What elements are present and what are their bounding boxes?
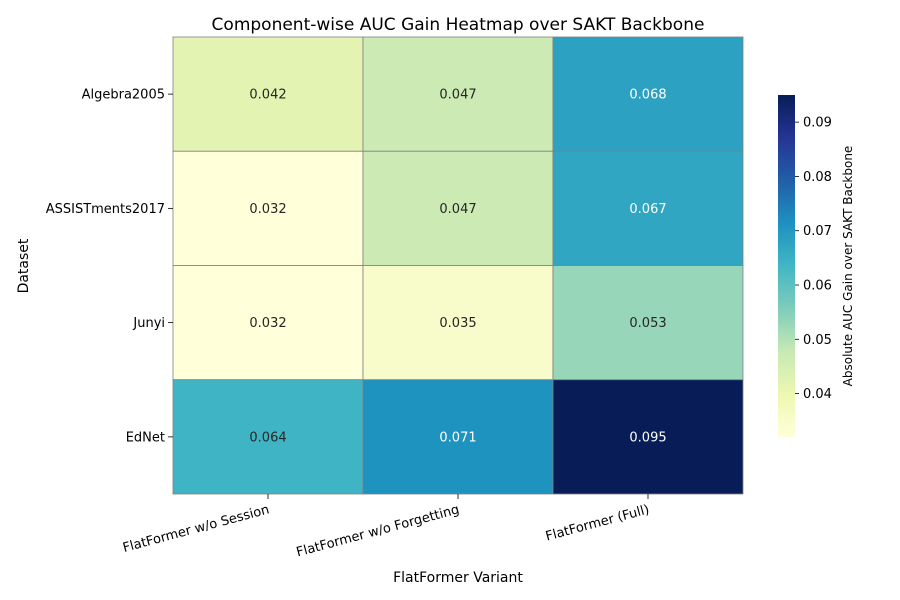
colorbar-label: Absolute AUC Gain over SAKT Backbone (841, 146, 855, 387)
colorbar-tick-label: 0.05 (803, 333, 832, 348)
y-tick-label: Junyi (132, 316, 165, 331)
y-axis: Algebra2005 ASSISTments2017 Junyi EdNet (46, 88, 173, 445)
chart-title: Component-wise AUC Gain Heatmap over SAK… (212, 15, 705, 35)
cell-value-label: 0.071 (439, 430, 476, 445)
heatmap-cell (172, 265, 364, 381)
heatmap-cell (362, 36, 554, 152)
cell-value-label: 0.047 (439, 202, 476, 217)
x-axis-title: FlatFormer Variant (393, 570, 523, 586)
heatmap-cell (172, 36, 364, 152)
heatmap-cell (552, 36, 744, 152)
heatmap-cell (552, 150, 744, 266)
cell-value-label: 0.042 (249, 88, 286, 103)
colorbar-tick-label: 0.07 (803, 224, 832, 239)
heatmap-cell (172, 379, 364, 495)
cell-value-label: 0.047 (439, 88, 476, 103)
cell-value-label: 0.095 (629, 430, 666, 445)
heatmap-cell (172, 150, 364, 266)
heatmap-cell (362, 150, 554, 266)
cell-value-label: 0.068 (629, 88, 666, 103)
y-tick-label: ASSISTments2017 (46, 202, 165, 217)
colorbar-tick-label: 0.09 (803, 116, 832, 131)
colorbar-tick-label: 0.06 (803, 279, 832, 294)
cell-value-label: 0.053 (629, 316, 666, 331)
colorbar-gradient (778, 95, 795, 437)
cell-value-label: 0.032 (249, 202, 286, 217)
y-tick-label: EdNet (126, 430, 165, 445)
y-axis-title: Dataset (16, 238, 32, 293)
colorbar-tick-label: 0.04 (803, 387, 832, 402)
x-tick-label: FlatFormer (Full) (544, 502, 651, 544)
x-tick-label: FlatFormer w/o Session (121, 502, 271, 556)
cell-value-label: 0.067 (629, 202, 666, 217)
x-axis: FlatFormer w/o Session FlatFormer w/o For… (121, 494, 651, 560)
colorbar-tick-label: 0.08 (803, 170, 832, 185)
cell-value-label: 0.064 (249, 430, 286, 445)
heatmap-cell (552, 379, 744, 495)
cell-value-label: 0.035 (439, 316, 476, 331)
x-tick-label: FlatFormer w/o Forgetting (295, 502, 461, 560)
cell-value-label: 0.032 (249, 316, 286, 331)
colorbar: 0.04 0.05 0.06 0.07 0.08 0.09 (778, 95, 832, 437)
heatmap-cells: 0.042 0.047 0.068 0.032 0.047 0.067 0.032 0.035… (172, 36, 744, 495)
y-tick-label: Algebra2005 (82, 88, 165, 103)
heatmap-cell (362, 265, 554, 381)
